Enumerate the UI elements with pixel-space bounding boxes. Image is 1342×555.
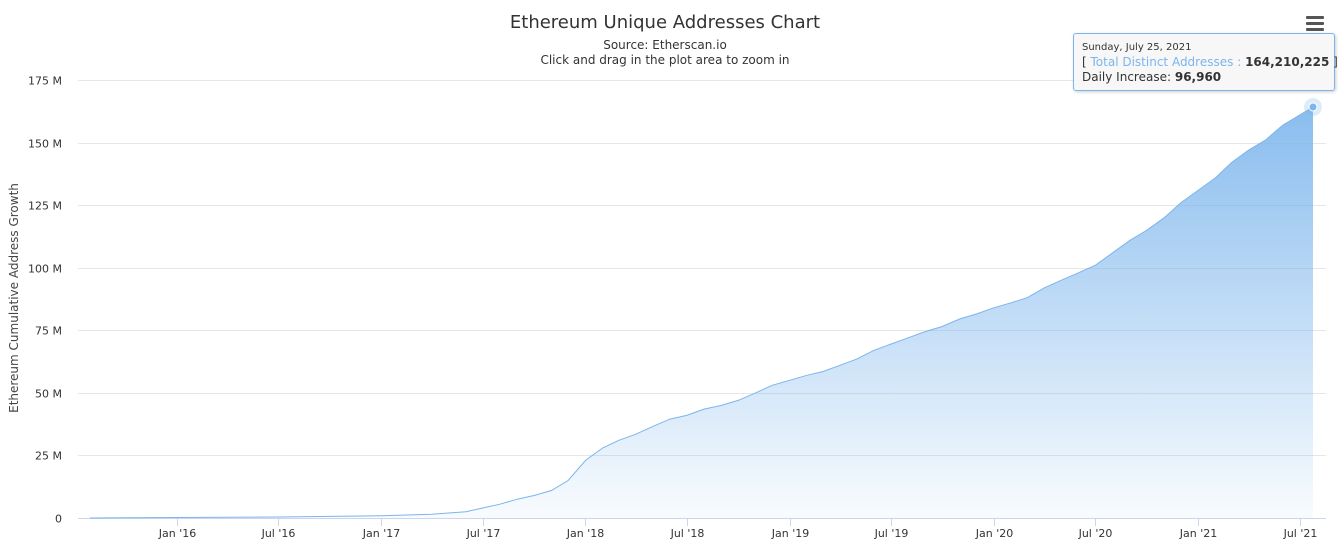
tooltip-increase-row: Daily Increase: 96,960 [1082, 70, 1326, 85]
x-tick-label: Jan '17 [362, 527, 400, 540]
x-tick-label: Jan '20 [975, 527, 1013, 540]
x-tick-label: Jul '19 [874, 527, 909, 540]
x-tick-label: Jan '18 [566, 527, 604, 540]
tooltip-date: Sunday, July 25, 2021 [1082, 42, 1192, 53]
y-axis-ticks: 0 25 M 50 M 75 M 100 M 125 M 150 M 175 M [28, 75, 62, 526]
x-tick-label: Jul '17 [466, 527, 501, 540]
y-tick-label: 150 M [28, 138, 62, 151]
chart-title: Ethereum Unique Addresses Chart [510, 12, 820, 33]
tooltip-total-value: 164,210,225 [1245, 55, 1330, 69]
y-tick-label: 25 M [35, 450, 62, 463]
x-tick-label: Jan '19 [771, 527, 809, 540]
tooltip-bracket-close: ] [1333, 55, 1338, 69]
chart-subtitle-source: Source: Etherscan.io [603, 38, 727, 52]
hamburger-menu-icon-bar [1306, 28, 1324, 31]
y-tick-label: 50 M [35, 388, 62, 401]
x-tick-label: Jul '20 [1078, 527, 1113, 540]
tooltip-bracket-open: [ [1082, 55, 1087, 69]
x-tick-label: Jul '21 [1283, 527, 1318, 540]
y-tick-label: 75 M [35, 325, 62, 338]
x-tick-label: Jan '16 [158, 527, 196, 540]
tooltip-increase-value: 96,960 [1174, 70, 1222, 84]
tooltip-total-row: [ Total Distinct Addresses : 164,210,225… [1082, 55, 1338, 70]
y-tick-label: 175 M [28, 75, 62, 88]
hamburger-menu-icon-bar [1306, 22, 1324, 25]
chart-subtitle-zoom-hint: Click and drag in the plot area to zoom … [540, 53, 789, 67]
area-fill [90, 107, 1313, 518]
y-tick-label: 100 M [28, 263, 62, 276]
tooltip-series-label: Total Distinct Addresses [1090, 55, 1234, 69]
y-tick-label: 0 [55, 513, 62, 526]
tooltip-separator: : [1237, 55, 1242, 69]
chart-menu-button[interactable] [1304, 16, 1326, 36]
y-axis-label: Ethereum Cumulative Address Growth [7, 183, 21, 413]
hamburger-menu-icon [1306, 16, 1324, 19]
x-axis-ticks: Jan '16 Jul '16 Jan '17 Jul '17 Jan '18 Jul '… [158, 518, 1318, 540]
x-tick-label: Jul '18 [670, 527, 705, 540]
series-line [89, 106, 1314, 519]
x-tick-label: Jan '21 [1179, 527, 1217, 540]
hover-point [1308, 102, 1318, 112]
x-tick-label: Jul '16 [261, 527, 296, 540]
tooltip-increase-label: Daily Increase: [1082, 70, 1172, 84]
tooltip: Sunday, July 25, 2021 [ Total Distinct A… [1073, 33, 1338, 91]
y-tick-label: 125 M [28, 200, 62, 213]
series-total-distinct-addresses[interactable] [89, 98, 1322, 519]
